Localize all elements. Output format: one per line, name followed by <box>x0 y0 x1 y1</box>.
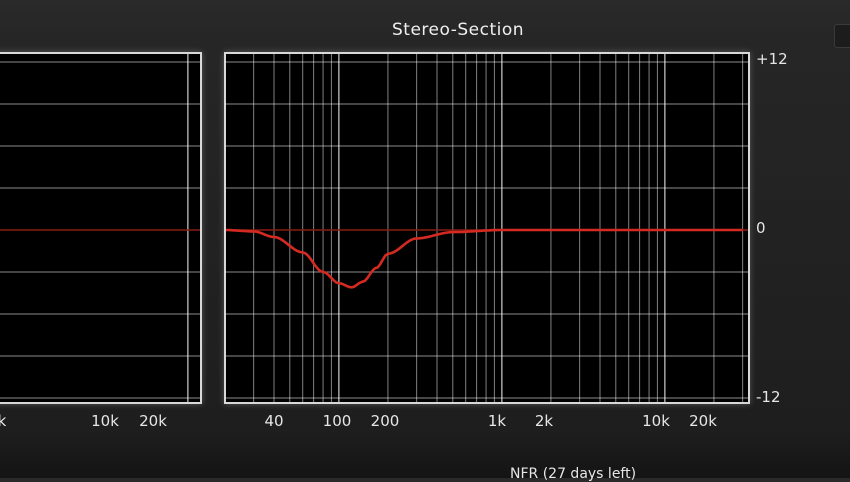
freq-label-stereo: 100 <box>322 412 352 430</box>
freq-label-stereo: 10k <box>642 412 670 430</box>
eq-graph-stereo <box>224 52 750 404</box>
eq-graph-left <box>0 52 202 404</box>
freq-label-left: 20k <box>139 412 167 430</box>
eq-response-curve[interactable] <box>226 228 743 289</box>
db-label-zero: 0 <box>756 219 766 237</box>
db-label-bottom: -12 <box>756 388 781 406</box>
freq-label-stereo: 40 <box>264 412 284 430</box>
license-status: NFR (27 days left) <box>510 466 637 482</box>
freq-label-stereo: 2k <box>534 412 554 430</box>
freq-label-stereo: 200 <box>370 412 400 430</box>
corner-button[interactable] <box>834 24 850 48</box>
db-label-top: +12 <box>756 50 788 68</box>
eq-graph-stereo-svg <box>226 54 748 402</box>
freq-label-left: k <box>0 412 7 430</box>
eq-graph-left-svg <box>0 54 200 402</box>
freq-label-stereo: 20k <box>689 412 717 430</box>
section-title-stereo: Stereo-Section <box>392 20 525 40</box>
freq-label-stereo: 1k <box>487 412 507 430</box>
freq-label-left: 10k <box>91 412 119 430</box>
